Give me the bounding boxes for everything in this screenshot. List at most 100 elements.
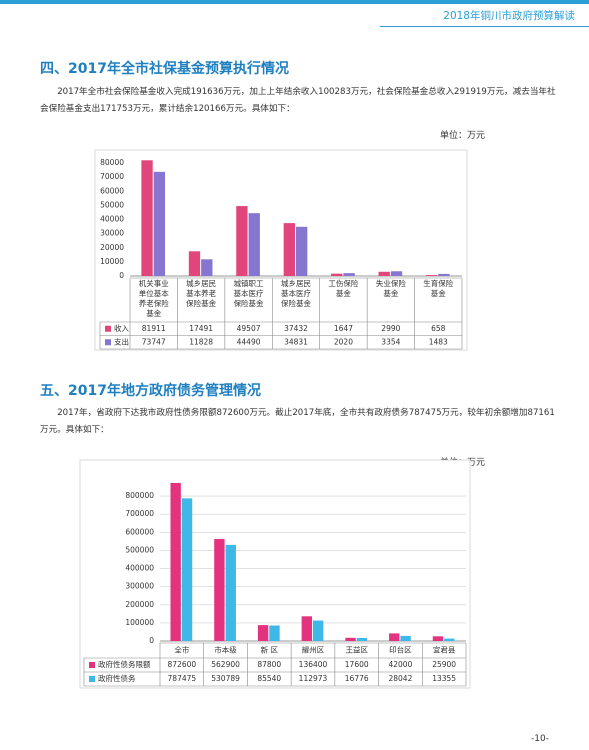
y-tick-label: 200000 [125,600,154,609]
bar [400,635,411,641]
y-tick-label: 80000 [100,158,124,167]
bar [378,271,390,276]
table-value: 112973 [299,674,328,683]
table-value: 530789 [211,674,240,683]
table-value: 787475 [168,674,197,683]
bar [296,226,308,276]
unit-label: 单位：万元 [440,131,486,141]
label-line: 基金 [146,308,161,318]
y-tick-label: 400000 [125,564,154,573]
bar [356,637,368,641]
bar [257,625,269,641]
table-value: 42000 [388,660,412,669]
label-line: 失业保险 [376,278,406,288]
x-tick-label: 失业保险基金 [376,278,406,298]
label-line: 基本养老 [186,288,216,298]
label-line: 基本医疗 [234,288,264,298]
table-value: 25900 [432,660,456,669]
legend-label: 收入 [114,323,129,333]
table-value: 87800 [257,660,281,669]
x-tick-label: 城乡居民基本医疗保险基金 [281,279,311,308]
bar [181,498,193,641]
y-tick-label: 700000 [125,509,154,518]
header-title: 2018年铜川市政府预算解读 [443,10,575,22]
x-tick-label: 全市 [174,645,189,655]
y-tick-label: 100000 [125,618,154,627]
table-value: 136400 [299,660,328,669]
y-tick-label: 0 [119,271,124,280]
table-value: 872600 [168,660,197,669]
bar [389,633,400,641]
y-tick-label: 20000 [100,243,124,252]
bar [236,206,248,276]
bar [313,620,324,641]
y-tick-label: 300000 [125,582,154,591]
bar [425,275,438,276]
table-value: 28042 [388,674,412,683]
bar [170,482,181,641]
table-value: 13355 [432,674,456,683]
label-line: 城乡居民 [281,279,311,288]
table-value: 3354 [381,337,400,346]
label-line: 单位基本 [139,288,169,298]
section-title: 四、2017年全市社保基金预算执行情况 [40,61,289,77]
label-line: 保险基金 [234,298,264,308]
table-value: 658 [431,324,446,333]
x-tick-label: 印台区 [389,645,412,655]
table-value: 85540 [257,674,281,683]
table-value: 1647 [334,324,353,333]
bar [188,251,201,276]
table-value: 81911 [142,324,166,333]
paragraph: 2017年，省政府下达我市政府性债务限额872600万元。截止2017年底，全市… [40,408,555,435]
page-number: -10- [531,734,549,744]
bar [225,544,236,641]
bar [444,638,455,641]
table-value: 1483 [429,337,448,346]
y-tick-label: 800000 [125,491,154,500]
table-value: 17600 [345,660,369,669]
label-line: 机关事业 [139,278,169,288]
x-tick-label: 城镇职工基本医疗保险基金 [234,278,264,308]
bar [283,223,295,276]
paragraph: 2017年全市社会保险基金收入完成191636万元，加上上年结余收入100283… [40,87,556,114]
x-tick-label: 生育保险基金 [423,278,453,298]
bar [214,539,225,641]
bar [301,616,312,641]
table-value: 34831 [284,337,308,346]
label-line: 基金 [431,288,446,298]
table-value: 49507 [237,324,261,333]
bar [248,213,260,276]
y-tick-label: 70000 [100,172,124,181]
bar [201,259,213,276]
y-tick-label: 50000 [100,200,124,209]
legend-swatch [89,662,95,668]
y-tick-label: 10000 [100,257,124,266]
top-band [0,0,589,4]
header-rule [380,26,589,27]
y-tick-label: 600000 [125,527,154,536]
legend-swatch [105,339,111,346]
label-line: 基金 [336,288,351,298]
legend-label: 政府性债务 [98,673,136,683]
y-tick-label: 30000 [100,229,124,238]
x-tick-label: 新 区 [261,645,279,655]
x-tick-label: 王益区 [345,645,368,655]
x-tick-label: 市本级 [214,645,237,655]
bar [432,636,444,641]
table-value: 17491 [189,324,213,333]
label-line: 保险基金 [281,298,311,308]
y-tick-label: 40000 [100,215,124,224]
label-line: 生育保险 [423,278,453,288]
bar [331,273,343,276]
table-value: 37432 [284,324,308,333]
x-tick-label: 耀州区 [302,646,325,655]
legend-label: 支出 [114,336,129,346]
table-value: 2020 [334,337,353,346]
bar [438,273,450,276]
y-tick-label: 500000 [125,545,154,554]
bar [141,160,153,276]
label-line: 城乡居民 [186,279,216,288]
y-tick-label: 0 [149,636,154,645]
table-value: 562900 [211,660,240,669]
y-tick-label: 60000 [100,186,124,195]
